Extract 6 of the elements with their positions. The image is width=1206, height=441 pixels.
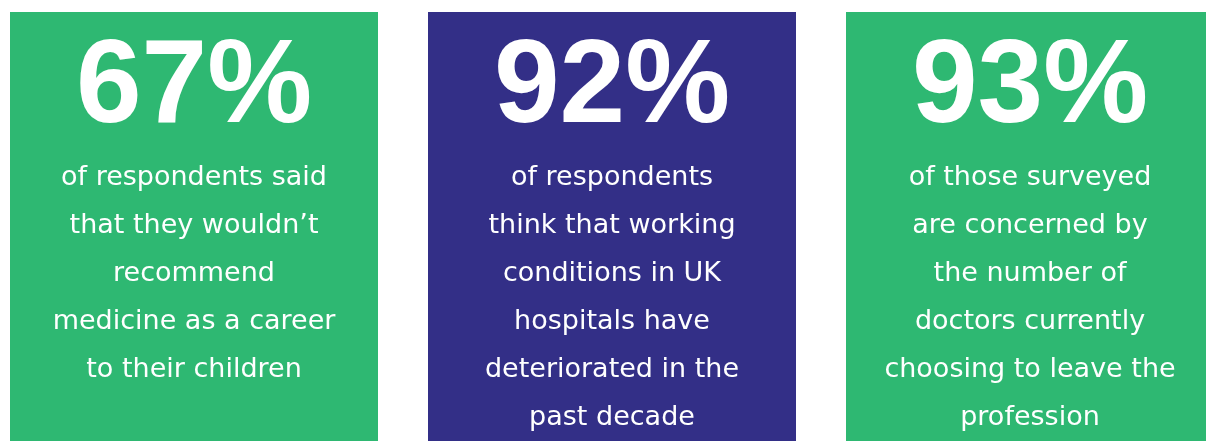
data-label: 93% [911,15,1149,147]
data-label: 67% [75,15,313,147]
data-label: 92% [493,15,731,147]
category-label: of respondents think that working conditions in UK hospitals have deteriorated in the past decade [484,160,740,431]
category-label: of those surveyed are concerned by the number of doctors currently choosing to leave the profession [884,160,1176,431]
category-label: of respondents said that they wouldn’t recommend medicine as a career to their children [52,160,337,383]
